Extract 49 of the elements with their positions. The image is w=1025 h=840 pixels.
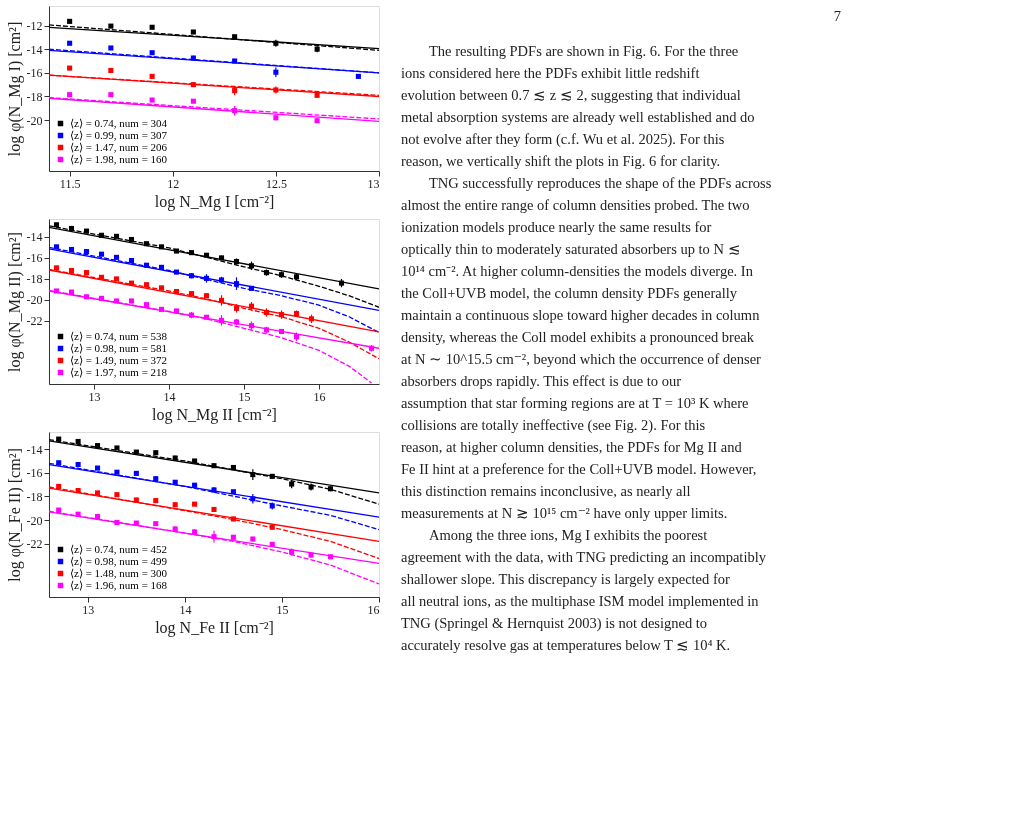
legend-label: ⟨z⟩ = 1.98, num = 160 <box>70 152 168 165</box>
y-tick-label: -18 <box>26 89 43 104</box>
y-tick-label: -22 <box>26 537 43 552</box>
y-tick-label: -20 <box>26 293 43 308</box>
x-tick-label: 12.5 <box>265 176 287 191</box>
y-tick-label: -14 <box>26 442 43 457</box>
text: TNG successfully reproduces the shape of the PDFs across almost the entire range of column densities probed. The two ionization models produce nearly the same results for optically thin to moderately saturated absorbers up to N ≲ 10¹⁴ cm⁻². At higher column-densities the models diverge. In the Coll+UVB model, the column density PDFs generally maintain a continuous slope toward higher decades in column density, whereas the Coll model exhibits a pronounced break at N ∼ 10^15.5 cm⁻², beyond which the occurrence of denser absorbers drops rapidly. This effect is due to our assumption that star forming regions are at T = 10³ K where collisions are totally ineffective (see Fig. 2). For this reason, at higher column densities, the PDFs for Mg II and Fe II hint at a preference for the Coll+UVB model. However, this distinction remains inconclusive, as nearly all measurements at N ≳ 10¹⁵ cm⁻² have only upper limits. <box>401 175 772 521</box>
y-tick-label: -12 <box>26 19 43 34</box>
x-tick-label: 14 <box>163 389 176 404</box>
y-tick-label: -18 <box>26 489 43 504</box>
y-tick-label: -14 <box>26 42 43 57</box>
x-axis-title: log N_Fe II [cm⁻²] <box>155 618 274 637</box>
y-tick-label: -14 <box>26 230 43 245</box>
legend-label: ⟨z⟩ = 0.99, num = 307 <box>70 128 168 141</box>
x-axis-title: log N_Mg II [cm⁻²] <box>152 405 277 424</box>
x-tick-label: 16 <box>313 389 326 404</box>
y-tick-label: -20 <box>26 513 43 528</box>
x-tick-label: 13 <box>82 602 95 617</box>
x-tick-label: 16 <box>367 602 380 617</box>
legend-label: ⟨z⟩ = 0.74, num = 538 <box>70 329 168 342</box>
legend-label: ⟨z⟩ = 0.98, num = 499 <box>70 554 168 567</box>
x-tick-label: 13 <box>88 389 101 404</box>
legend-label: ⟨z⟩ = 0.74, num = 452 <box>70 542 168 555</box>
x-tick-label: 13 <box>367 176 380 191</box>
legend-label: ⟨z⟩ = 1.96, num = 168 <box>70 578 168 591</box>
y-axis-title: log φ(N_Mg I) [cm²] <box>5 21 24 157</box>
legend-label: ⟨z⟩ = 0.98, num = 581 <box>70 341 168 354</box>
y-tick-label: -16 <box>26 251 43 266</box>
x-tick-label: 14 <box>179 602 192 617</box>
y-axis-title: log φ(N_Fe II) [cm²] <box>5 448 24 582</box>
legend-label: ⟨z⟩ = 1.48, num = 300 <box>70 566 168 579</box>
y-tick-label: -18 <box>26 272 43 287</box>
x-tick-label: 15 <box>238 389 251 404</box>
text: The resulting PDFs are shown in Fig. 6. For the three ions considered here the PDFs exhibit little redshift evolution between 0.7 ≲ z ≲ 2, suggesting that individual metal absorption systems are already well established and do not evolve after they form (c.f. Wu et al. 2025). For this reason, we vertically shift the plots in Fig. 6 for clarity. <box>401 43 755 169</box>
x-axis-title: log N_Mg I [cm⁻²] <box>154 192 275 211</box>
y-tick-label: -20 <box>26 113 43 128</box>
y-axis-title: log φ(N_Mg II) [cm²] <box>5 232 24 372</box>
text: 7 <box>833 8 841 24</box>
x-tick-label: 15 <box>276 602 289 617</box>
y-tick-label: -22 <box>26 314 43 329</box>
legend-label: ⟨z⟩ = 1.97, num = 218 <box>70 365 168 378</box>
legend-label: ⟨z⟩ = 0.74, num = 304 <box>70 116 168 129</box>
y-tick-label: -16 <box>26 466 43 481</box>
x-tick-label: 12 <box>167 176 180 191</box>
y-tick-label: -16 <box>26 66 43 81</box>
legend-label: ⟨z⟩ = 1.47, num = 206 <box>70 140 168 153</box>
text: Among the three ions, Mg I exhibits the poorest agreement with the data, with TNG predicting an incompatibly shallower slope. This discrepancy is largely expected for all neutral ions, as the multiphase ISM model implemented in TNG (Springel & Hernquist 2003) is not designed to accurately resolve gas at temperatures below T ≲ 10⁴ K. <box>401 527 767 653</box>
x-tick-label: 11.5 <box>59 176 81 191</box>
legend-label: ⟨z⟩ = 1.49, num = 372 <box>70 353 168 366</box>
